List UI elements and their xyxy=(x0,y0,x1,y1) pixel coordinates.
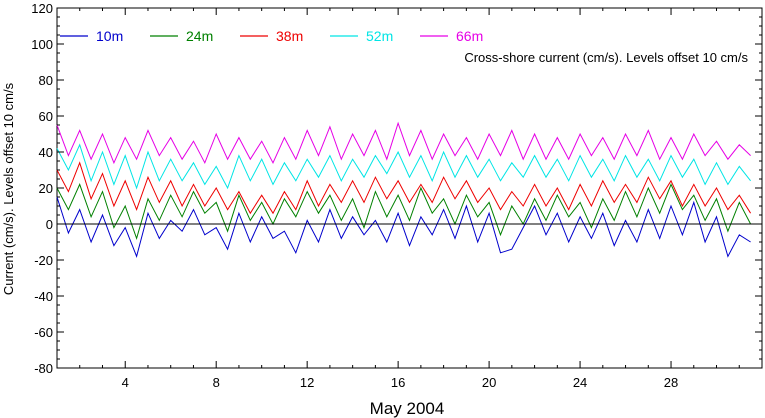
series-line-66m xyxy=(56,121,751,165)
x-axis-label: May 2004 xyxy=(370,399,445,418)
series-line-10m xyxy=(56,196,751,258)
axes-layer: -80 -60 -40 -20 0 20 40 60 80 100 120 4 8 12 16 20 24 28 xyxy=(31,1,763,390)
series-line-52m xyxy=(56,143,751,190)
x-tick-label: 24 xyxy=(573,375,587,390)
y-tick-label: -40 xyxy=(34,289,53,304)
y-axis-label: Current (cm/s). Levels offset 10 cm/s xyxy=(1,82,16,295)
y-tick-label: 0 xyxy=(46,217,53,232)
y-tick-label: 120 xyxy=(31,1,53,16)
y-tick-label: 20 xyxy=(39,181,53,196)
x-tick-label: 28 xyxy=(664,375,678,390)
y-tick-label: -20 xyxy=(34,253,53,268)
x-tick-label: 16 xyxy=(391,375,405,390)
x-tick-label: 4 xyxy=(122,375,129,390)
series-line-24m xyxy=(56,183,752,241)
x-tick-label: 8 xyxy=(213,375,220,390)
x-tick-label: 12 xyxy=(300,375,314,390)
legend-label-66m: 66m xyxy=(456,28,483,44)
y-tick-label: 100 xyxy=(31,37,53,52)
y-tick-label: -80 xyxy=(34,361,53,376)
x-tick-label: 20 xyxy=(482,375,496,390)
y-tick-label: -60 xyxy=(34,325,53,340)
legend-label-52m: 52m xyxy=(366,28,393,44)
legend-label-38m: 38m xyxy=(276,28,303,44)
series-line-38m xyxy=(56,161,752,215)
legend-label-10m: 10m xyxy=(96,28,123,44)
legend: 10m 24m 38m 52m 66m xyxy=(60,28,483,44)
legend-label-24m: 24m xyxy=(186,28,213,44)
series-layer xyxy=(56,121,752,258)
chart-annotation: Cross-shore current (cm/s). Levels offse… xyxy=(464,50,748,65)
y-tick-label: 60 xyxy=(39,109,53,124)
y-tick-label: 40 xyxy=(39,145,53,160)
y-tick-label: 80 xyxy=(39,73,53,88)
